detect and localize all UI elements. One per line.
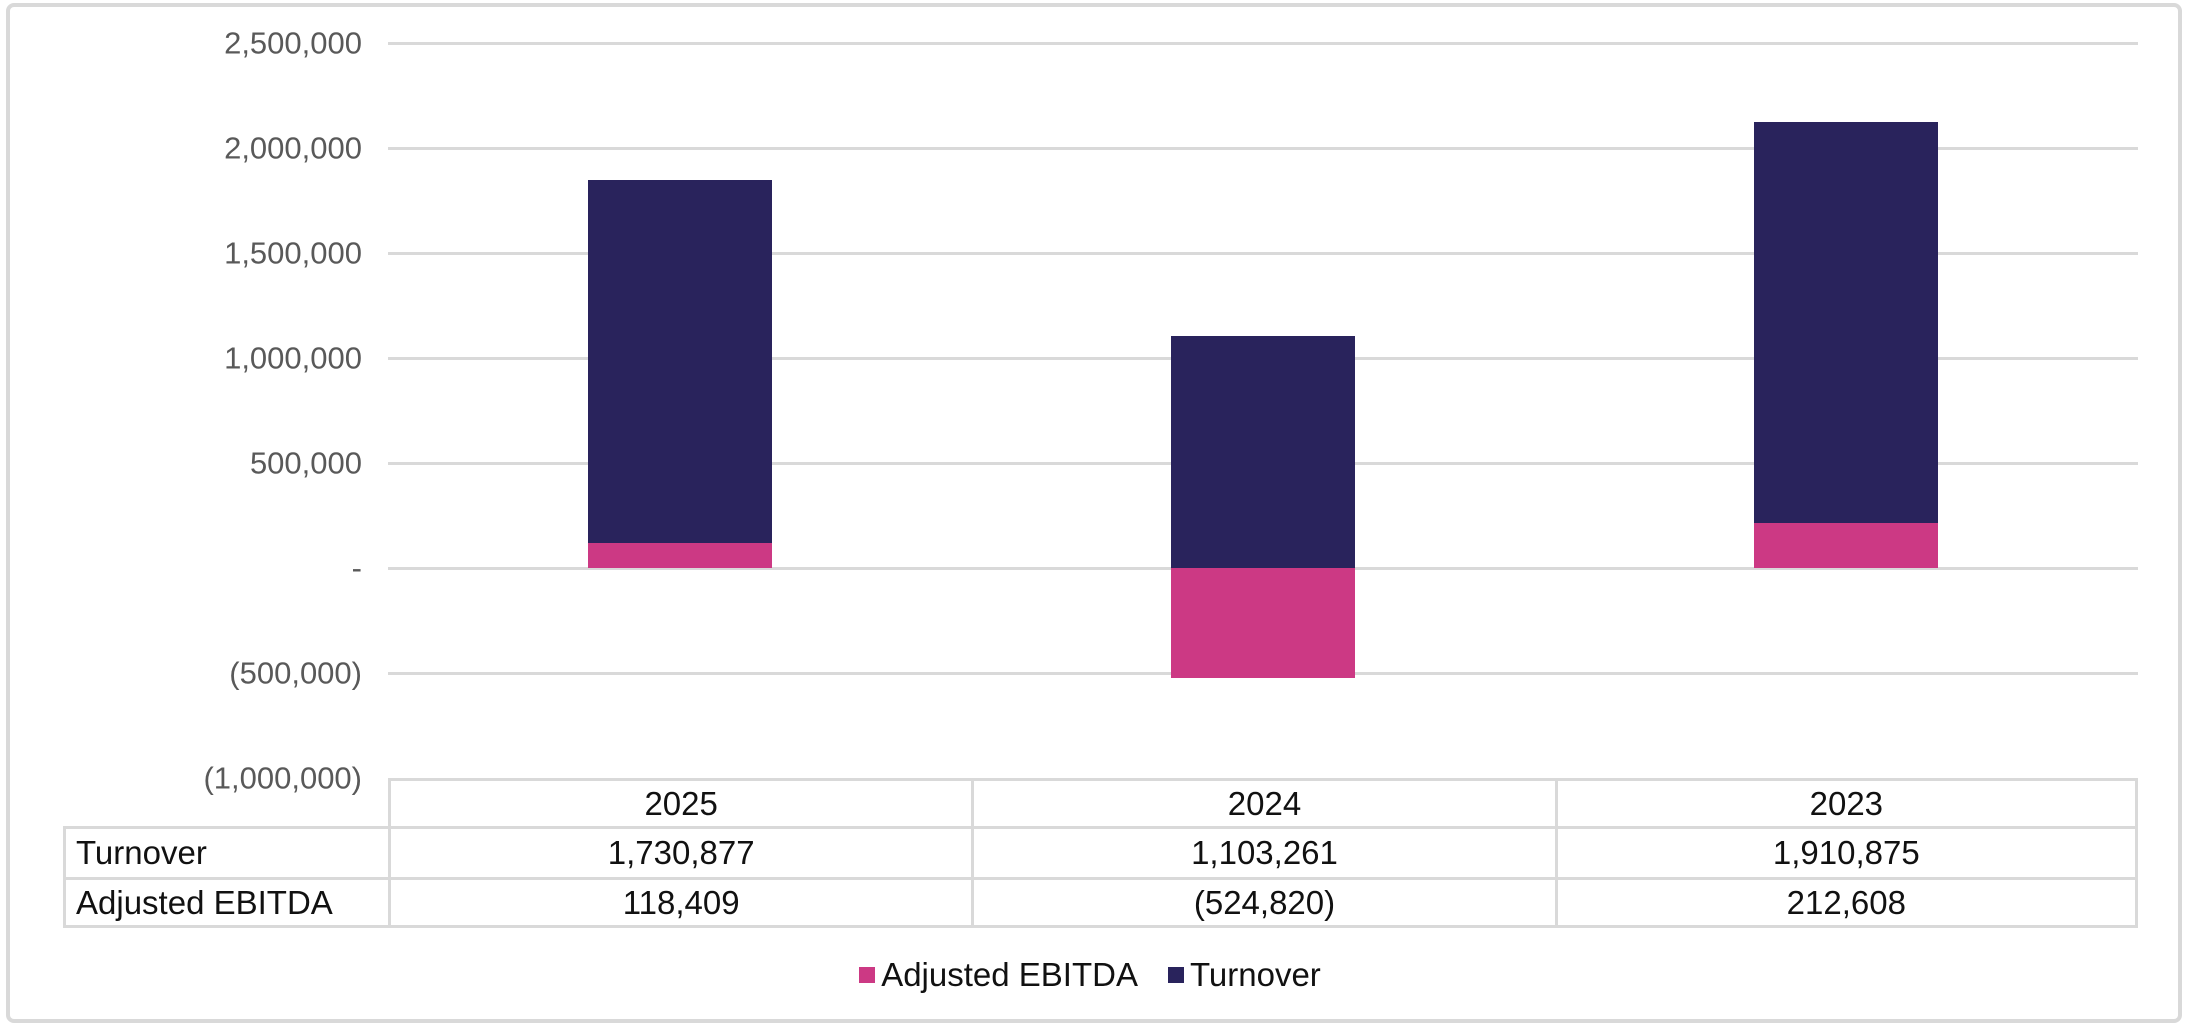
gridline [388, 251, 2138, 255]
legend-label: Turnover [1189, 956, 1321, 993]
y-axis-tick-label: 2,500,000 [224, 25, 362, 61]
bar-segment-adjusted-ebitda-2023 [1754, 523, 1939, 568]
table-value-cell: (524,820) [971, 877, 1555, 928]
gridline [388, 146, 2138, 150]
table-year-header: 2024 [971, 778, 1555, 826]
y-axis-tick-label: 1,000,000 [224, 340, 362, 376]
table-value-cell: 1,103,261 [971, 826, 1555, 877]
table-year-header: 2025 [388, 778, 972, 826]
y-axis-tick-label: - [351, 550, 362, 586]
bar-segment-adjusted-ebitda-2025 [587, 543, 772, 568]
table-row-label: Turnover [63, 826, 388, 877]
y-axis-tick-label: 2,000,000 [224, 130, 362, 166]
bar-segment-adjusted-ebitda-2024 [1171, 568, 1355, 679]
bar-segment-turnover-2024 [1171, 336, 1355, 568]
table-row-label: Adjusted EBITDA [63, 877, 388, 928]
y-axis-tick-label: 500,000 [249, 445, 362, 481]
legend-swatch-icon [1167, 967, 1184, 983]
gridline [388, 41, 2138, 45]
legend-swatch-icon [859, 967, 876, 983]
legend-label: Adjusted EBITDA [881, 956, 1138, 993]
y-axis-tick-label: 1,500,000 [224, 235, 362, 271]
table-value-cell: 118,409 [388, 877, 972, 928]
chart-data-table: 2025 2024 2023 Turnover 1,730,877 1,103,261 1,… [63, 778, 2138, 928]
y-axis-tick-label: (500,000) [229, 655, 362, 691]
bar-segment-turnover-2025 [587, 179, 772, 544]
legend-entry-adjusted-ebitda: Adjusted EBITDA [859, 956, 1138, 994]
table-value-cell: 1,910,875 [1554, 826, 2138, 877]
table-year-header: 2023 [1554, 778, 2138, 826]
legend-entry-turnover: Turnover [1167, 956, 1321, 994]
bar-segment-turnover-2023 [1754, 122, 1939, 524]
table-corner-blank [63, 778, 388, 826]
chart-legend: Adjusted EBITDA Turnover [6, 953, 2174, 997]
y-axis-tick-label: (1,000,000) [203, 760, 362, 796]
table-value-cell: 1,730,877 [388, 826, 972, 877]
table-value-cell: 212,608 [1554, 877, 2138, 928]
